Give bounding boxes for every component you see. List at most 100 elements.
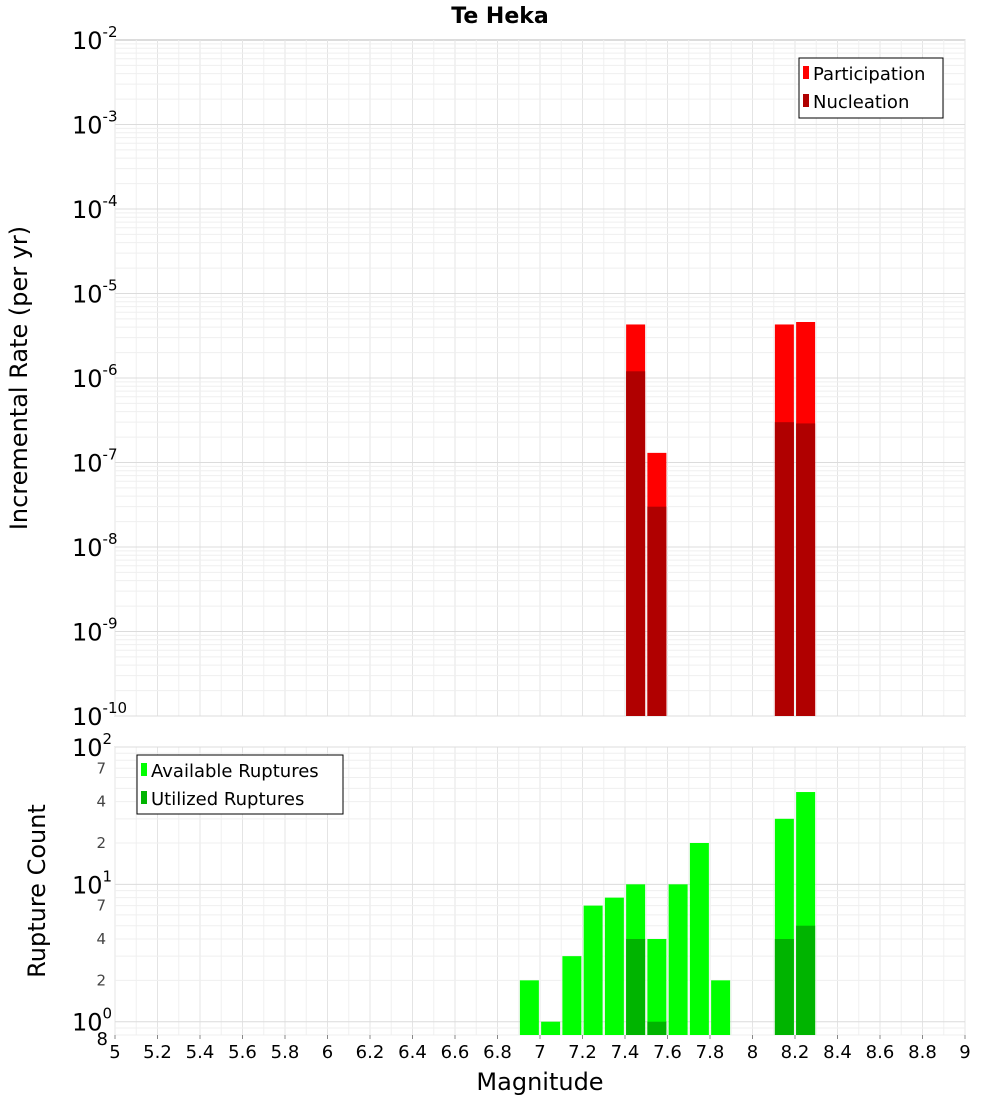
x-tick-label: 5 (109, 1042, 120, 1063)
top-bars (626, 321, 816, 716)
top-y-tick-exp: -5 (103, 277, 118, 295)
top-y-tick-exp: -8 (103, 530, 118, 548)
x-tick-label: 8.2 (781, 1042, 810, 1063)
x-tick-label: 8.4 (823, 1042, 852, 1063)
top-legend-frame (798, 57, 944, 119)
x-tick-label: 7 (534, 1042, 545, 1063)
top-y-tick-label: 10-9 (72, 615, 118, 647)
top-y-tick-label: 10-10 (72, 699, 127, 731)
top-y-tick-base: 10 (72, 619, 103, 647)
x-axis-label: Magnitude (476, 1068, 603, 1096)
x-tick-label: 7.6 (653, 1042, 682, 1063)
top-y-tick-exp: -10 (103, 699, 128, 717)
legend-swatch-utilized (141, 791, 147, 804)
chart-title: Te Heka (451, 4, 548, 29)
top-y-tick-exp: -9 (103, 615, 118, 633)
top-y-tick-base: 10 (72, 196, 103, 224)
top-y-tick-label: 10-5 (72, 277, 118, 309)
bottom-bars (519, 792, 816, 1035)
x-tick-label: 8.8 (908, 1042, 937, 1063)
x-tick-label: 7.8 (696, 1042, 725, 1063)
top-y-axis-label: Incremental Rate (per yr) (5, 226, 33, 530)
bottom-y-minor-tick-label: 7 (96, 897, 106, 915)
bottom-y-minor-tick-label: 4 (96, 793, 106, 811)
bottom-y-tick-exp: 0 (103, 1005, 113, 1023)
x-tick-label: 6.8 (483, 1042, 512, 1063)
legend-swatch-participation (803, 66, 809, 79)
bottom-y-tick-exp: 2 (103, 730, 113, 748)
top-y-ticks: 10-210-310-410-510-610-710-810-910-10 (72, 23, 127, 731)
x-tick-label: 9 (959, 1042, 970, 1063)
x-tick-label: 6.4 (398, 1042, 427, 1063)
bottom-x-ticks: 5 5.2 5.4 5.6 5.8 6 6.2 6.4 6.6 6.8 7 7.2 7.4 7.6 7.8 8… (109, 1035, 971, 1063)
bottom-legend: Available Ruptures Utilized Ruptures (136, 754, 344, 815)
bar-utilized-ruptures (647, 1021, 667, 1035)
bar-utilized-ruptures (774, 939, 794, 1035)
x-tick-label: 6 (322, 1042, 333, 1063)
legend-swatch-nucleation (803, 94, 809, 107)
bar-utilized-ruptures (796, 925, 816, 1035)
bottom-y-tick-base: 10 (72, 1009, 103, 1037)
top-y-tick-label: 10-6 (72, 361, 118, 393)
bar-available-ruptures (541, 1021, 561, 1035)
legend-label-nucleation: Nucleation (813, 92, 909, 113)
top-y-tick-base: 10 (72, 450, 103, 478)
top-y-tick-base: 10 (72, 27, 103, 55)
bottom-y-tick-exp: 1 (103, 867, 113, 885)
legend-label-available: Available Ruptures (151, 761, 319, 782)
bar-nucleation (626, 371, 646, 716)
bar-nucleation (774, 422, 794, 716)
x-tick-label: 5.6 (228, 1042, 257, 1063)
bottom-y-minor-tick-label: 8 (97, 1029, 108, 1050)
bar-available-ruptures (519, 980, 539, 1035)
top-y-tick-exp: -6 (103, 361, 118, 379)
bar-available-ruptures (604, 897, 624, 1035)
x-tick-label: 6.2 (356, 1042, 385, 1063)
top-y-tick-base: 10 (72, 534, 103, 562)
top-y-tick-label: 10-2 (72, 23, 118, 55)
bottom-legend-frame (136, 754, 344, 815)
x-tick-label: 8 (747, 1042, 758, 1063)
top-y-tick-label: 10-4 (72, 192, 118, 224)
bar-utilized-ruptures (626, 939, 646, 1035)
bar-available-ruptures (668, 884, 688, 1035)
bottom-y-minor-tick-label: 7 (96, 759, 106, 777)
bar-nucleation (796, 423, 816, 716)
top-y-tick-label: 10-8 (72, 530, 118, 562)
top-legend: Participation Nucleation (798, 57, 944, 119)
legend-label-utilized: Utilized Ruptures (151, 789, 304, 810)
bottom-y-tick-label: 102 (72, 730, 112, 762)
bar-available-ruptures (689, 843, 709, 1035)
top-y-tick-base: 10 (72, 281, 103, 309)
x-tick-label: 5.4 (186, 1042, 215, 1063)
top-y-tick-exp: -2 (103, 23, 118, 41)
x-tick-label: 5.8 (271, 1042, 300, 1063)
legend-label-participation: Participation (813, 64, 925, 85)
top-grid (114, 40, 966, 717)
bottom-y-tick-base: 10 (72, 871, 103, 899)
top-y-tick-label: 10-7 (72, 446, 118, 478)
bar-available-ruptures (647, 939, 667, 1035)
top-y-tick-exp: -7 (103, 446, 118, 464)
top-y-tick-base: 10 (72, 365, 103, 393)
top-y-tick-exp: -4 (103, 192, 118, 210)
bottom-y-tick-label: 100 (72, 1005, 112, 1037)
bottom-y-minor-tick-label: 2 (96, 834, 106, 852)
x-tick-label: 7.4 (611, 1042, 640, 1063)
top-panel: 10-210-310-410-510-610-710-810-910-10 In… (5, 23, 966, 731)
top-y-tick-label: 10-3 (72, 108, 118, 140)
legend-swatch-available (141, 763, 147, 776)
bottom-y-minor-tick-label: 4 (96, 930, 106, 948)
top-y-tick-base: 10 (72, 112, 103, 140)
x-tick-label: 8.6 (866, 1042, 895, 1063)
bar-available-ruptures (711, 980, 731, 1035)
top-y-tick-base: 10 (72, 703, 103, 731)
x-tick-label: 7.2 (568, 1042, 597, 1063)
bar-nucleation (647, 506, 667, 716)
bottom-y-minor-tick-label: 2 (96, 971, 106, 989)
bar-available-ruptures (562, 956, 582, 1035)
bar-available-ruptures (583, 905, 603, 1035)
